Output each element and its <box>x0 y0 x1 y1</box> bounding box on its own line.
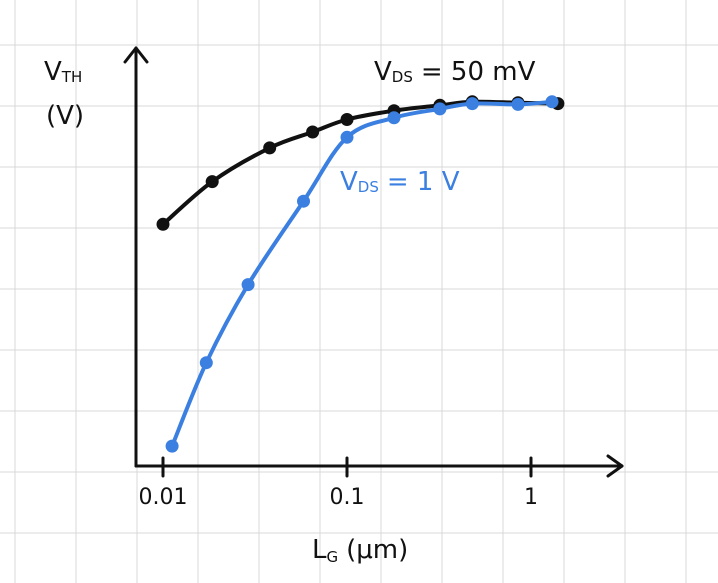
series-label-1v: VDS = 1 V <box>340 167 460 197</box>
data-point-1v <box>199 356 213 370</box>
data-point-1v <box>165 439 179 453</box>
y-axis-label: VTH (V) <box>44 57 84 131</box>
svg-text:VDS= 50 mV: VDS = 50 mV <box>374 57 536 87</box>
data-point-50mv <box>306 125 320 139</box>
x-label-unit: (μm) <box>346 535 408 565</box>
series-line-1v <box>170 99 554 449</box>
data-point-1v <box>433 102 447 116</box>
x-label-sub: G <box>327 548 339 566</box>
series-layer <box>156 95 565 453</box>
series-line-50mv <box>161 99 560 227</box>
data-point-1v <box>340 130 354 144</box>
x-axis-label: LG (μm) <box>312 535 408 566</box>
data-point-1v <box>545 95 559 109</box>
series-label-1v-main: V <box>340 167 358 197</box>
series-label-50mv-rest: = 50 mV <box>421 57 536 87</box>
svg-text:LG(μm): LG (μm) <box>312 535 408 566</box>
data-point-50mv <box>156 217 170 231</box>
svg-text:VDS= 1 V: VDS = 1 V <box>340 167 460 197</box>
x-label-main: L <box>312 535 327 565</box>
x-tick-label: 0.1 <box>330 485 365 510</box>
data-point-1v <box>465 97 479 111</box>
y-label-main: V <box>44 57 62 87</box>
y-axis-arrow-icon <box>123 46 149 64</box>
svg-text:VTH: VTH <box>44 57 82 87</box>
series-label-1v-rest: = 1 V <box>387 167 460 197</box>
x-ticks: 0.01 0.1 1 <box>139 456 538 510</box>
data-point-1v <box>511 97 525 111</box>
data-point-50mv <box>340 113 354 126</box>
data-point-50mv <box>205 175 219 189</box>
data-point-1v <box>241 278 255 292</box>
data-point-50mv <box>263 141 277 155</box>
y-label-unit: (V) <box>46 101 84 131</box>
y-label-sub: TH <box>61 68 82 86</box>
series-label-50mv-main: V <box>374 57 392 87</box>
axes <box>123 46 624 478</box>
data-point-1v <box>297 194 310 208</box>
data-point-1v <box>387 111 401 125</box>
series-label-50mv: VDS = 50 mV <box>374 57 536 87</box>
series-label-1v-sub: DS <box>358 178 379 196</box>
x-tick-label: 0.01 <box>139 485 188 510</box>
x-tick-label: 1 <box>524 485 538 510</box>
x-axis-arrow-icon <box>606 454 624 478</box>
series-label-50mv-sub: DS <box>392 68 413 86</box>
